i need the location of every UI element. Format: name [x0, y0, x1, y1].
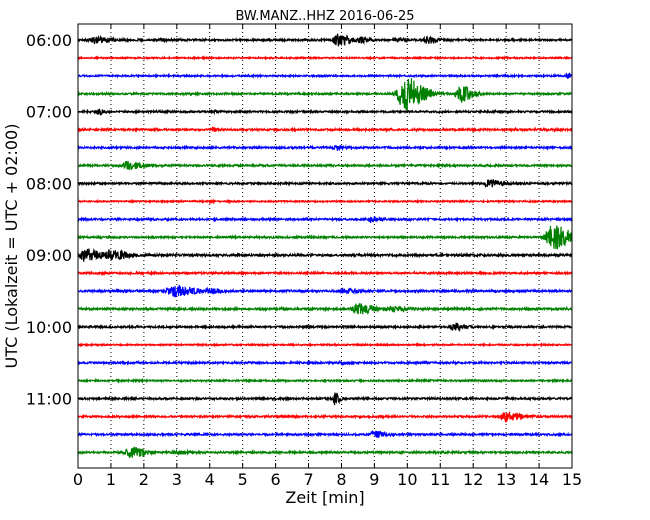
seismogram-trace — [77, 284, 573, 298]
seismogram-trace — [77, 430, 573, 438]
seismogram-trace — [77, 198, 573, 205]
seismogram-trace — [77, 322, 573, 333]
x-tick-label: 7 — [303, 470, 313, 489]
x-tick-label: 12 — [463, 470, 483, 489]
seismogram-trace — [77, 269, 573, 277]
y-tick-label: 10:00 — [26, 318, 72, 337]
y-tick-label: 06:00 — [26, 31, 72, 50]
x-tick-label: 0 — [73, 470, 83, 489]
y-axis-label: UTC (Lokalzeit = UTC + 02:00) — [2, 124, 21, 369]
seismogram-trace — [77, 411, 573, 423]
seismogram-trace — [77, 303, 573, 316]
seismogram-trace — [77, 392, 573, 406]
x-tick-label: 14 — [529, 470, 549, 489]
seismogram-trace — [77, 215, 573, 224]
x-tick-label: 2 — [139, 470, 149, 489]
seismogram-trace — [77, 225, 573, 250]
seismogram-trace — [77, 377, 573, 384]
x-tick-label: 6 — [271, 470, 281, 489]
y-tick-label: 07:00 — [26, 103, 72, 122]
seismogram-trace — [77, 33, 573, 47]
x-tick-label: 10 — [397, 470, 417, 489]
seismogram-trace — [77, 446, 573, 458]
seismogram-trace — [77, 179, 573, 189]
x-tick-label: 11 — [430, 470, 450, 489]
traces — [77, 33, 573, 458]
seismogram-trace — [77, 341, 573, 348]
x-tick-label: 9 — [369, 470, 379, 489]
seismogram-trace — [77, 160, 573, 170]
y-tick-label: 11:00 — [26, 390, 72, 409]
seismogram-trace — [77, 144, 573, 152]
x-axis-label: Zeit [min] — [285, 488, 364, 507]
plot-frame — [77, 23, 573, 469]
y-tick-label: 09:00 — [26, 246, 72, 265]
seismogram-trace — [77, 108, 573, 116]
x-tick-label: 5 — [238, 470, 248, 489]
seismogram-trace — [77, 359, 573, 366]
seismogram-trace — [77, 248, 573, 262]
x-tick-label: 13 — [496, 470, 516, 489]
seismogram-trace — [77, 126, 573, 133]
x-tick-label: 3 — [172, 470, 182, 489]
axis-ticks: 0 1 2 3 4 5 6 7 8 9 10 11 12 13 14 1506:0007:0008:0009:… — [26, 24, 582, 489]
seismogram-trace — [77, 78, 573, 111]
x-tick-label: 4 — [205, 470, 215, 489]
x-tick-label: 15 — [562, 470, 582, 489]
x-tick-label: 8 — [336, 470, 346, 489]
seismogram-trace — [77, 54, 573, 61]
seismogram-trace — [77, 72, 573, 79]
y-tick-label: 08:00 — [26, 174, 72, 193]
chart-title: BW.MANZ..HHZ 2016-06-25 — [235, 9, 414, 24]
x-tick-label: 1 — [106, 470, 116, 489]
